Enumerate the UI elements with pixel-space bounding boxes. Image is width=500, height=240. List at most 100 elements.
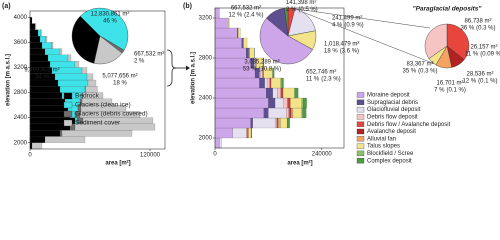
legend-label: Alluvial fan xyxy=(367,136,396,142)
bar-segment xyxy=(246,47,249,59)
legend-label: Glaciers (clean ice) xyxy=(75,102,131,109)
pie-slice xyxy=(424,23,448,59)
y-axis-label: elevation [m a.s.l.] xyxy=(191,52,197,104)
slice-share-label: 2 % (0.5 %) xyxy=(286,7,318,13)
bar-segment xyxy=(34,23,37,30)
bar-segment xyxy=(276,117,278,129)
x-axis-label: area [m²] xyxy=(105,160,130,167)
bar-segment xyxy=(287,117,290,129)
bar-segment xyxy=(44,136,86,143)
legend-swatch xyxy=(63,119,73,127)
bar-segment xyxy=(232,127,247,139)
slice-area-label: 3,035,289 m² xyxy=(244,60,279,66)
slice-total-share: (2.4 %) xyxy=(244,12,263,18)
bar-segment xyxy=(237,27,239,39)
legend-label: Debris flow / Avalanche deposit xyxy=(367,122,451,128)
slice-area-label: 26,157 m² xyxy=(470,45,497,51)
slice-share-label: 36 % (0.3 %) xyxy=(460,25,495,31)
bar-segment xyxy=(61,130,133,137)
bar-segment xyxy=(270,77,281,89)
bar-segment xyxy=(292,107,302,119)
bar-segment xyxy=(290,97,302,109)
legend-swatch xyxy=(356,143,365,149)
bar-segment xyxy=(29,29,39,37)
bar-segment xyxy=(59,86,86,93)
legend-label: Bedrock xyxy=(75,93,100,100)
slice-area-label: 83,367 m² xyxy=(406,62,433,68)
pie-slice xyxy=(446,23,470,60)
y-tick-label: 4000 xyxy=(14,15,28,21)
bar-segment xyxy=(57,79,89,87)
slice-share: 11 % xyxy=(465,51,479,57)
slice-area-label: 16,701 m² xyxy=(436,81,463,87)
legend-swatch xyxy=(63,101,73,109)
bracket xyxy=(166,49,177,87)
legend-label: Glaciofluvial deposit xyxy=(367,107,421,113)
bar-segment xyxy=(301,107,303,119)
bar-segment xyxy=(266,77,270,89)
pie-slice xyxy=(259,17,313,65)
slice-area-label: 86,738 m² xyxy=(464,19,491,25)
slice-share-label: 18 % xyxy=(113,80,127,86)
slice-total-share: (0.9 %) xyxy=(344,22,363,28)
legend-swatch xyxy=(356,136,365,142)
bar-segment xyxy=(29,23,36,30)
slice-share: 35 % xyxy=(402,68,416,74)
legend-swatch xyxy=(356,158,365,164)
bar-segment xyxy=(49,61,76,68)
bar-segment xyxy=(29,36,41,43)
slice-share: 46 % xyxy=(103,18,117,24)
slice-total-share: (0.5 %) xyxy=(298,7,317,13)
bar-segment xyxy=(29,42,43,49)
bar-segment xyxy=(39,36,47,43)
bar-segment xyxy=(277,87,281,99)
bar-segment xyxy=(29,48,46,55)
legend-swatch xyxy=(356,114,365,120)
bar-segment xyxy=(40,29,42,37)
y-tick-label: 2000 xyxy=(199,136,213,142)
slice-share-label: 11 %(0.09 %) xyxy=(465,51,500,57)
bar-segment xyxy=(54,73,88,81)
bar-segment xyxy=(287,97,289,109)
bar-segment xyxy=(288,107,291,119)
bar-segment xyxy=(29,86,61,93)
slice-area-label: 141,398 m² xyxy=(286,0,316,6)
slice-total-share: (0.3 %) xyxy=(476,25,495,31)
panel-label: (b) xyxy=(183,3,192,10)
bar-segment xyxy=(273,67,275,79)
arrow-head xyxy=(186,65,190,71)
legend-swatch xyxy=(356,121,365,127)
bar-segment xyxy=(214,7,220,19)
slice-share: 18 % xyxy=(113,80,127,86)
slice-area-label: 5,077,656 m² xyxy=(102,74,137,80)
bar-segment xyxy=(214,117,251,129)
slice-total-share: (0.1 %) xyxy=(447,87,466,93)
bar-segment xyxy=(67,54,72,62)
slice-share-label: 4 % (0.9 %) xyxy=(332,22,364,28)
bar-segment xyxy=(272,87,278,99)
bar-segment xyxy=(250,117,253,129)
bar-segment xyxy=(29,54,49,62)
bar-segment xyxy=(219,137,222,149)
bar-segment xyxy=(280,87,282,99)
slice-share: 4 % xyxy=(332,22,343,28)
legend-label: Sediment cover xyxy=(75,120,121,127)
connector xyxy=(294,8,441,67)
legend-swatch xyxy=(356,150,365,157)
legend-label: Complex deposit xyxy=(367,158,412,164)
bar-segment xyxy=(214,97,269,109)
legend-swatch xyxy=(356,128,365,135)
slice-share: 7 % xyxy=(434,87,445,93)
bar-segment xyxy=(214,87,267,99)
bar-segment xyxy=(269,77,271,89)
y-tick-label: 2800 xyxy=(199,56,213,62)
bar-segment xyxy=(302,107,307,119)
slice-share-label: 12 % (0.1 %) xyxy=(462,78,497,84)
slice-share: 18 % xyxy=(324,48,338,54)
bar-segment xyxy=(283,97,288,109)
bar-segment xyxy=(280,117,288,129)
y-tick-label: 3200 xyxy=(199,16,213,22)
slice-share-label: 2 % xyxy=(134,58,145,64)
bar-segment xyxy=(29,130,61,137)
pie-slice xyxy=(71,15,101,64)
